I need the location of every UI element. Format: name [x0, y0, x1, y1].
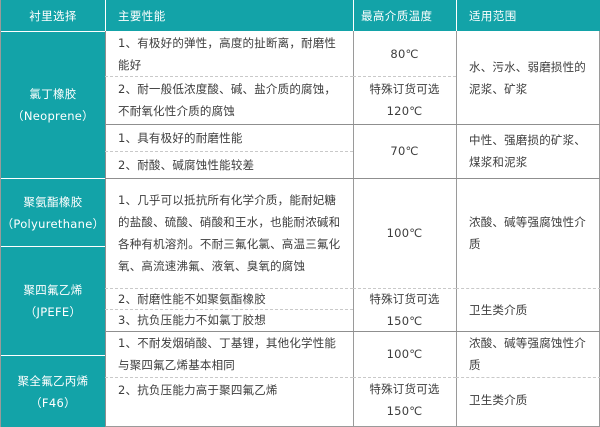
column-divider-1: [105, 31, 106, 427]
scope-cell: 浓酸、碱等强腐蚀性介质: [469, 336, 586, 372]
column-header-temperature: 最高介质温度: [361, 8, 433, 23]
lining-name-en: （F46）: [30, 395, 76, 410]
temperature-cell: 80℃: [390, 46, 419, 61]
column-divider-3: [456, 31, 457, 427]
lining-cell-f46: 聚全氟乙丙烯 （F46）: [1, 355, 105, 427]
temperature-cell: 100℃: [386, 347, 423, 361]
lining-cell-neoprene: 氯丁橡胶 （Neoprene）: [1, 31, 105, 178]
column-header-performance: 主要性能: [118, 8, 166, 23]
scope-cell: 卫生类介质: [469, 302, 528, 317]
performance-cell: 1、不耐发烟硝酸、丁基锂，其他化学性能与聚四氟乙烯基本相同: [118, 336, 337, 372]
subrow-divider: [353, 377, 456, 378]
row-divider: [105, 178, 600, 179]
column-header-lining: 衬里选择: [29, 8, 77, 23]
subrow-divider: [105, 151, 353, 152]
temperature-line: 120℃: [386, 104, 423, 118]
subrow-divider: [353, 288, 456, 289]
lining-name-cn: 聚全氟乙丙烯: [17, 373, 89, 388]
scope-cell: 卫生类介质: [469, 392, 528, 407]
temperature-cell: 100℃: [386, 226, 423, 240]
lining-name-en: （Neoprene）: [12, 109, 94, 123]
scope-cell: 水、污水、弱磨损性的泥浆、矿浆: [469, 59, 586, 96]
performance-cell: 1、有极好的弹性，高度的扯断离，耐磨性能好: [118, 35, 337, 72]
performance-cell: 2、耐一般低浓度酸、碱、盐介质的腐蚀，不耐氧化性介质的腐蚀: [118, 82, 337, 118]
temperature-line: 150℃: [386, 313, 423, 328]
subrow-divider: [456, 288, 600, 289]
column-header-scope: 适用范围: [469, 8, 517, 23]
subrow-divider: [456, 377, 600, 378]
lining-name-cn: 聚氨酯橡胶: [23, 194, 83, 209]
header-separator: [456, 0, 457, 31]
header-separator: [353, 0, 354, 31]
subrow-divider: [105, 76, 353, 77]
scope-cell: 浓酸、碱等强腐蚀性介质: [469, 215, 586, 251]
subrow-divider: [353, 76, 456, 77]
performance-cell: 3、抗负压能力不如氯丁胶想: [118, 313, 266, 327]
subrow-divider: [105, 288, 353, 289]
lining-cell-jpefe: 聚四氟乙烯 （JPEFE）: [1, 246, 105, 355]
row-divider: [105, 124, 600, 125]
temperature-line: 150℃: [386, 403, 423, 418]
performance-cell: 2、耐酸、碱腐蚀性能较差: [118, 157, 255, 172]
scope-cell: 中性、强磨损的矿浆、煤浆和泥浆: [469, 133, 586, 169]
column-divider-2: [353, 31, 354, 427]
subrow-divider: [105, 309, 353, 310]
lining-cell-polyurethane: 聚氨酯橡胶 （Polyurethane）: [1, 178, 105, 246]
performance-cell: 2、抗负压能力高于聚四氟乙烯: [118, 383, 278, 397]
lining-name-en: （JPEFE）: [24, 305, 82, 319]
table-header-row: 衬里选择 主要性能 最高介质温度 适用范围: [1, 0, 600, 31]
performance-cell: 1、几乎可以抵抗所有化学介质，能耐妃糖的盐酸、硫酸、硝酸和王水，也能耐浓碱和各种…: [118, 193, 341, 273]
subrow-divider: [105, 377, 353, 378]
row-divider: [105, 331, 600, 332]
lining-name-cn: 聚四氟乙烯: [23, 283, 83, 297]
temperature-cell: 特殊订货可选 150℃: [353, 288, 456, 331]
temperature-line: 特殊订货可选: [369, 381, 440, 396]
temperature-cell: 特殊订货可选 120℃: [353, 76, 456, 124]
temperature-cell: 特殊订货可选 150℃: [353, 377, 456, 422]
performance-cell: 2、耐磨性能不如聚氨酯橡胶: [118, 291, 266, 306]
temperature-line: 特殊订货可选: [369, 82, 440, 96]
header-separator: [105, 0, 106, 31]
lining-name-en: （Polyurethane）: [1, 216, 105, 231]
performance-cell: 1、具有极好的耐磨性能: [118, 130, 243, 145]
lining-name-cn: 氯丁橡胶: [29, 87, 77, 101]
temperature-line: 特殊订货可选: [369, 291, 440, 306]
temperature-cell: 70℃: [390, 144, 419, 158]
